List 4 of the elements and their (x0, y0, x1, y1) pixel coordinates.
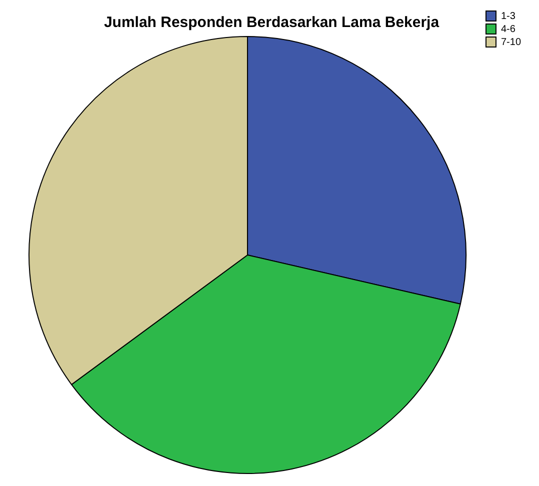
legend-label: 1-3 (500, 10, 516, 22)
legend-label: 7-10 (500, 36, 522, 48)
legend-label: 4-6 (500, 24, 516, 35)
chart-title: Jumlah Responden Berdasarkan Lama Bekerja (104, 14, 440, 32)
